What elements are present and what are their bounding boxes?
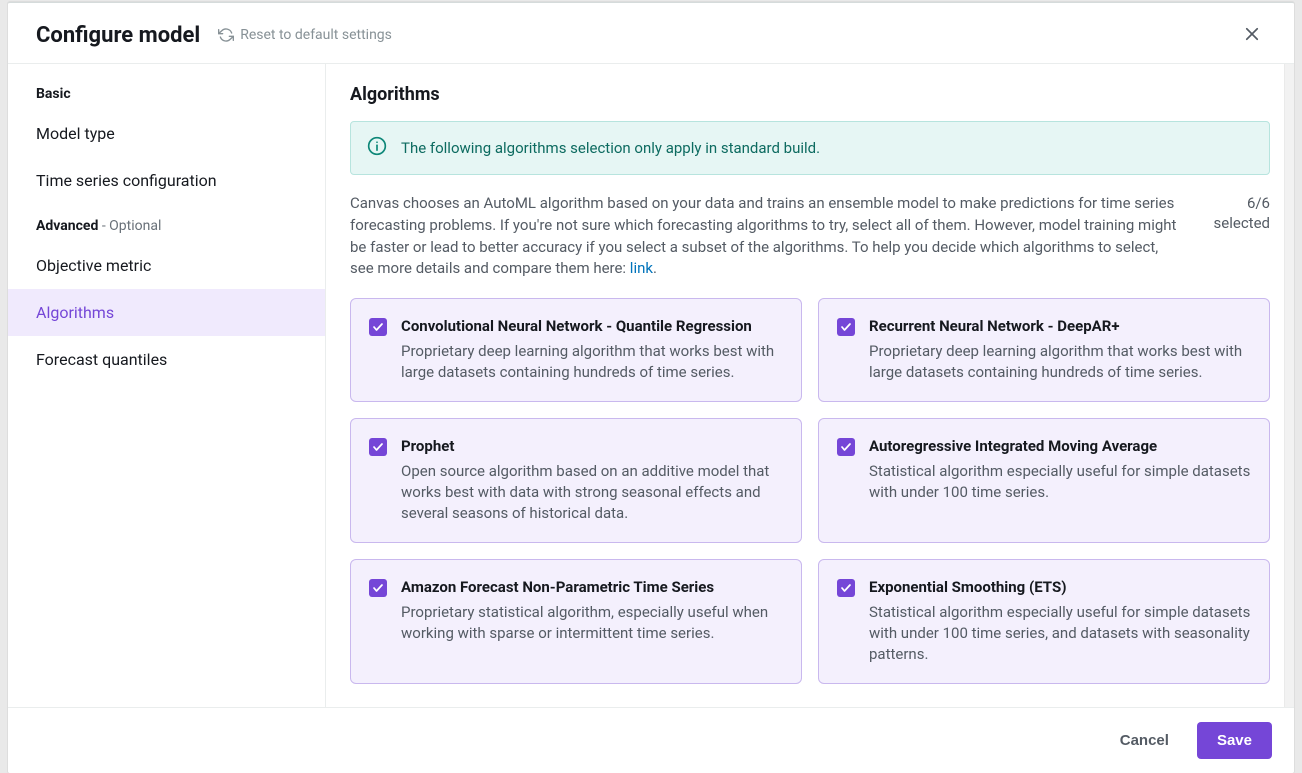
algo-desc: Proprietary deep learning algorithm that…	[401, 341, 783, 383]
content-title: Algorithms	[350, 84, 1270, 105]
sidebar-item-forecast-quantiles[interactable]: Forecast quantiles	[8, 336, 325, 383]
sidebar-item-model-type[interactable]: Model type	[8, 110, 325, 157]
checkbox-npts[interactable]	[369, 579, 387, 597]
modal-header: Configure model Reset to default setting…	[8, 3, 1294, 63]
checkbox-arima[interactable]	[837, 438, 855, 456]
checkbox-prophet[interactable]	[369, 438, 387, 456]
algorithm-grid: Convolutional Neural Network - Quantile …	[350, 298, 1270, 684]
algo-desc: Open source algorithm based on an additi…	[401, 461, 783, 524]
configure-model-modal: Configure model Reset to default setting…	[8, 2, 1294, 773]
scrollbar[interactable]	[1284, 64, 1294, 707]
reset-label: Reset to default settings	[240, 27, 392, 43]
description-row: Canvas chooses an AutoML algorithm based…	[350, 193, 1270, 280]
count-label: selected	[1214, 213, 1270, 233]
description-pre: Canvas chooses an AutoML algorithm based…	[350, 194, 1176, 277]
algo-desc: Statistical algorithm especially useful …	[869, 461, 1251, 503]
count-value: 6/6	[1214, 193, 1270, 213]
algo-title: Autoregressive Integrated Moving Average	[869, 437, 1251, 455]
sidebar-item-objective-metric[interactable]: Objective metric	[8, 242, 325, 289]
info-icon	[367, 136, 387, 160]
algo-card-deepar[interactable]: Recurrent Neural Network - DeepAR+ Propr…	[818, 298, 1270, 402]
info-banner-text: The following algorithms selection only …	[401, 139, 820, 157]
algo-title: Convolutional Neural Network - Quantile …	[401, 317, 783, 335]
description-text: Canvas chooses an AutoML algorithm based…	[350, 193, 1184, 280]
sidebar-item-time-series[interactable]: Time series configuration	[8, 157, 325, 204]
algo-desc: Proprietary statistical algorithm, espec…	[401, 602, 783, 644]
algo-card-arima[interactable]: Autoregressive Integrated Moving Average…	[818, 418, 1270, 543]
refresh-icon	[218, 27, 234, 43]
algo-title: Amazon Forecast Non-Parametric Time Seri…	[401, 578, 783, 596]
sidebar-item-algorithms[interactable]: Algorithms	[8, 289, 325, 336]
algo-card-ets[interactable]: Exponential Smoothing (ETS) Statistical …	[818, 559, 1270, 684]
checkbox-cnn-qr[interactable]	[369, 318, 387, 336]
link-compare-algorithms[interactable]: link	[630, 259, 653, 277]
info-banner: The following algorithms selection only …	[350, 121, 1270, 175]
algo-desc: Proprietary deep learning algorithm that…	[869, 341, 1251, 383]
modal-footer: Cancel Save	[8, 707, 1294, 773]
algo-card-cnn-qr[interactable]: Convolutional Neural Network - Quantile …	[350, 298, 802, 402]
content-panel: Algorithms The following algorithms sele…	[326, 64, 1294, 707]
optional-label: - Optional	[98, 218, 161, 234]
sidebar-section-basic: Basic	[8, 72, 325, 110]
checkbox-deepar[interactable]	[837, 318, 855, 336]
algo-title: Prophet	[401, 437, 783, 455]
modal-body: Basic Model type Time series configurati…	[8, 63, 1294, 707]
description-post: .	[653, 259, 657, 277]
close-button[interactable]	[1238, 21, 1266, 49]
algo-title: Exponential Smoothing (ETS)	[869, 578, 1251, 596]
reset-to-default-button[interactable]: Reset to default settings	[218, 27, 392, 43]
algo-desc: Statistical algorithm especially useful …	[869, 602, 1251, 665]
modal-title: Configure model	[36, 23, 200, 48]
cancel-button[interactable]: Cancel	[1108, 724, 1181, 757]
algo-card-npts[interactable]: Amazon Forecast Non-Parametric Time Seri…	[350, 559, 802, 684]
save-button[interactable]: Save	[1197, 722, 1272, 759]
sidebar-section-advanced: Advanced - Optional	[8, 204, 325, 242]
algo-title: Recurrent Neural Network - DeepAR+	[869, 317, 1251, 335]
advanced-label: Advanced	[36, 218, 98, 234]
sidebar: Basic Model type Time series configurati…	[8, 64, 326, 707]
algo-card-prophet[interactable]: Prophet Open source algorithm based on a…	[350, 418, 802, 543]
close-icon	[1243, 25, 1261, 46]
selection-count: 6/6 selected	[1214, 193, 1270, 234]
checkbox-ets[interactable]	[837, 579, 855, 597]
